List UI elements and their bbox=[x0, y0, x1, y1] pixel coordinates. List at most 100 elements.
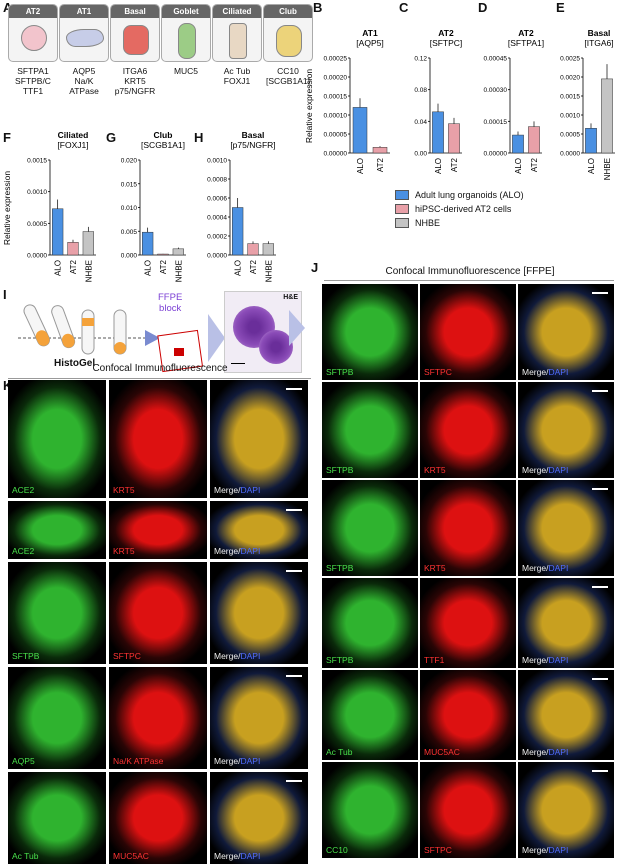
scale-bar bbox=[592, 292, 608, 294]
chart-title: Ciliated bbox=[58, 130, 89, 140]
dapi-label: DAPI bbox=[548, 367, 569, 377]
panel-label-a: A bbox=[3, 0, 12, 15]
cell-box-basal: Basal bbox=[110, 4, 160, 62]
channel-label: KRT5 bbox=[424, 465, 446, 475]
marker-label: SFTPA1 bbox=[17, 66, 49, 76]
channel-label: MUC5AC bbox=[113, 851, 149, 861]
red-channel-image: KRT5 bbox=[420, 480, 516, 576]
red-channel-image: SFTPC bbox=[109, 562, 207, 664]
channel-label: AQP5 bbox=[12, 756, 35, 766]
panel-k-title: Confocal Immunofluorescence bbox=[92, 363, 228, 374]
merge-label: Merge/ bbox=[214, 546, 241, 556]
channel-label: SFTPC bbox=[424, 845, 452, 855]
y-tick-label: 0.0000 bbox=[560, 151, 580, 158]
chart-b: AT1[AQP5] 0.00000 0.00005 0.00010 0.00015 0.0… bbox=[324, 28, 390, 174]
x-tick-label: AT2 bbox=[249, 259, 258, 274]
cell-box-club: Club bbox=[263, 4, 313, 62]
y-tick-label: 0.12 bbox=[414, 56, 427, 63]
cell-illustration bbox=[276, 25, 302, 57]
panel-label-b: B bbox=[313, 0, 323, 15]
panel-label-f: F bbox=[3, 130, 11, 145]
legend-label: hiPSC-derived AT2 cells bbox=[415, 204, 512, 214]
panel-label-k: K bbox=[3, 378, 12, 393]
scale-bar bbox=[592, 390, 608, 392]
chart-h: Basal[p75/NGFR] 0.0000 0.0002 0.0004 0.0006 0… bbox=[207, 130, 276, 282]
merge-image: Merge/DAPI bbox=[518, 670, 614, 760]
legend-item: NHBE bbox=[395, 218, 440, 228]
chart-subtitle: [SCGB1A1] bbox=[141, 140, 185, 150]
chart-title: AT1 bbox=[362, 28, 378, 38]
red-channel-image: MUC5AC bbox=[109, 772, 207, 864]
y-tick-label: 0.0010 bbox=[560, 113, 580, 120]
dapi-label: DAPI bbox=[548, 563, 569, 573]
marker-label: MUC5 bbox=[173, 66, 199, 76]
x-tick-label: AT2 bbox=[159, 259, 168, 274]
legend-item: Adult lung organoids (ALO) bbox=[395, 190, 524, 200]
bar bbox=[372, 147, 388, 154]
marker-list: Ac Tub FOXJ1 bbox=[208, 66, 266, 86]
histogel-label: HistoGel bbox=[54, 358, 96, 369]
channel-label: SFTPB bbox=[326, 655, 354, 665]
channel-label: TTF1 bbox=[424, 655, 445, 665]
y-axis-label: Relative expression bbox=[304, 69, 314, 143]
scale-bar bbox=[592, 488, 608, 490]
x-tick-label: ALO bbox=[234, 260, 243, 276]
green-channel-image: ACE2 bbox=[8, 380, 106, 498]
cell-illustration bbox=[21, 25, 47, 51]
channel-label: Ac Tub bbox=[12, 851, 39, 861]
marker-label: ITGA6 bbox=[122, 66, 148, 76]
cell-type-name: AT1 bbox=[60, 5, 108, 18]
y-tick-label: 0.0010 bbox=[207, 158, 227, 165]
red-channel-image: MUC5AC bbox=[420, 670, 516, 760]
panel-label-c: C bbox=[399, 0, 409, 15]
channel-label: Merge/DAPI bbox=[214, 851, 260, 861]
bar bbox=[432, 111, 444, 154]
x-tick-label: AT2 bbox=[376, 157, 385, 172]
merge-image: Merge/DAPI bbox=[210, 562, 308, 664]
green-channel-image: SFTPB bbox=[322, 578, 418, 668]
bar bbox=[172, 248, 184, 256]
red-channel-image: KRT5 bbox=[109, 380, 207, 498]
chart-subtitle: [AQP5] bbox=[356, 38, 383, 48]
chart-d: AT2[SFTPA1]0.000000.000150.000300.00045A… bbox=[484, 28, 545, 174]
channel-label: KRT5 bbox=[113, 485, 135, 495]
y-tick-label: 0.000 bbox=[121, 253, 138, 260]
merge-label: Merge/ bbox=[522, 563, 549, 573]
x-tick-label: NHBE bbox=[84, 260, 93, 282]
arrow-right-icon bbox=[289, 310, 305, 346]
y-tick-label: 0.005 bbox=[121, 229, 138, 236]
y-tick-label: 0.00015 bbox=[484, 119, 508, 126]
ffpe-block-label: FFPE block bbox=[158, 292, 183, 314]
green-channel-image: SFTPB bbox=[8, 562, 106, 664]
green-channel-image: SFTPB bbox=[322, 480, 418, 576]
x-tick-label: AT2 bbox=[69, 259, 78, 274]
legend-label: NHBE bbox=[415, 218, 441, 228]
divider bbox=[8, 378, 311, 379]
y-tick-label: 0.0004 bbox=[207, 215, 227, 222]
marker-list: ITGA6 KRT5 p75/NGFR bbox=[106, 66, 164, 96]
red-channel-image: KRT5 bbox=[109, 501, 207, 559]
red-channel-image: TTF1 bbox=[420, 578, 516, 668]
chart-g: Club[SCGB1A1] 0.000 0.005 0.010 0.015 0.020 AL… bbox=[121, 130, 186, 282]
y-tick-label: 0.00045 bbox=[484, 56, 508, 63]
y-tick-label: 0.020 bbox=[121, 158, 138, 165]
dapi-label: DAPI bbox=[240, 756, 261, 766]
merge-image: Merge/DAPI bbox=[210, 772, 308, 864]
merge-image: Merge/DAPI bbox=[210, 501, 308, 559]
histogel-workflow-diagram bbox=[18, 304, 225, 373]
merge-image: Merge/DAPI bbox=[210, 667, 308, 769]
marker-label: [SCGB1A1] bbox=[266, 76, 310, 86]
marker-label: KRT5 bbox=[124, 76, 146, 86]
merge-image: Merge/DAPI bbox=[518, 578, 614, 668]
channel-label: Merge/DAPI bbox=[522, 465, 568, 475]
scale-bar bbox=[231, 363, 245, 364]
cell-illustration bbox=[178, 23, 196, 59]
cell-illustration bbox=[66, 29, 104, 47]
merge-label: Merge/ bbox=[214, 756, 241, 766]
scale-bar bbox=[592, 770, 608, 772]
scale-bar bbox=[286, 509, 302, 511]
divider bbox=[324, 280, 614, 281]
y-tick-label: 0.08 bbox=[414, 87, 427, 94]
marker-label: Ac Tub bbox=[223, 66, 251, 76]
dapi-label: DAPI bbox=[240, 651, 261, 661]
